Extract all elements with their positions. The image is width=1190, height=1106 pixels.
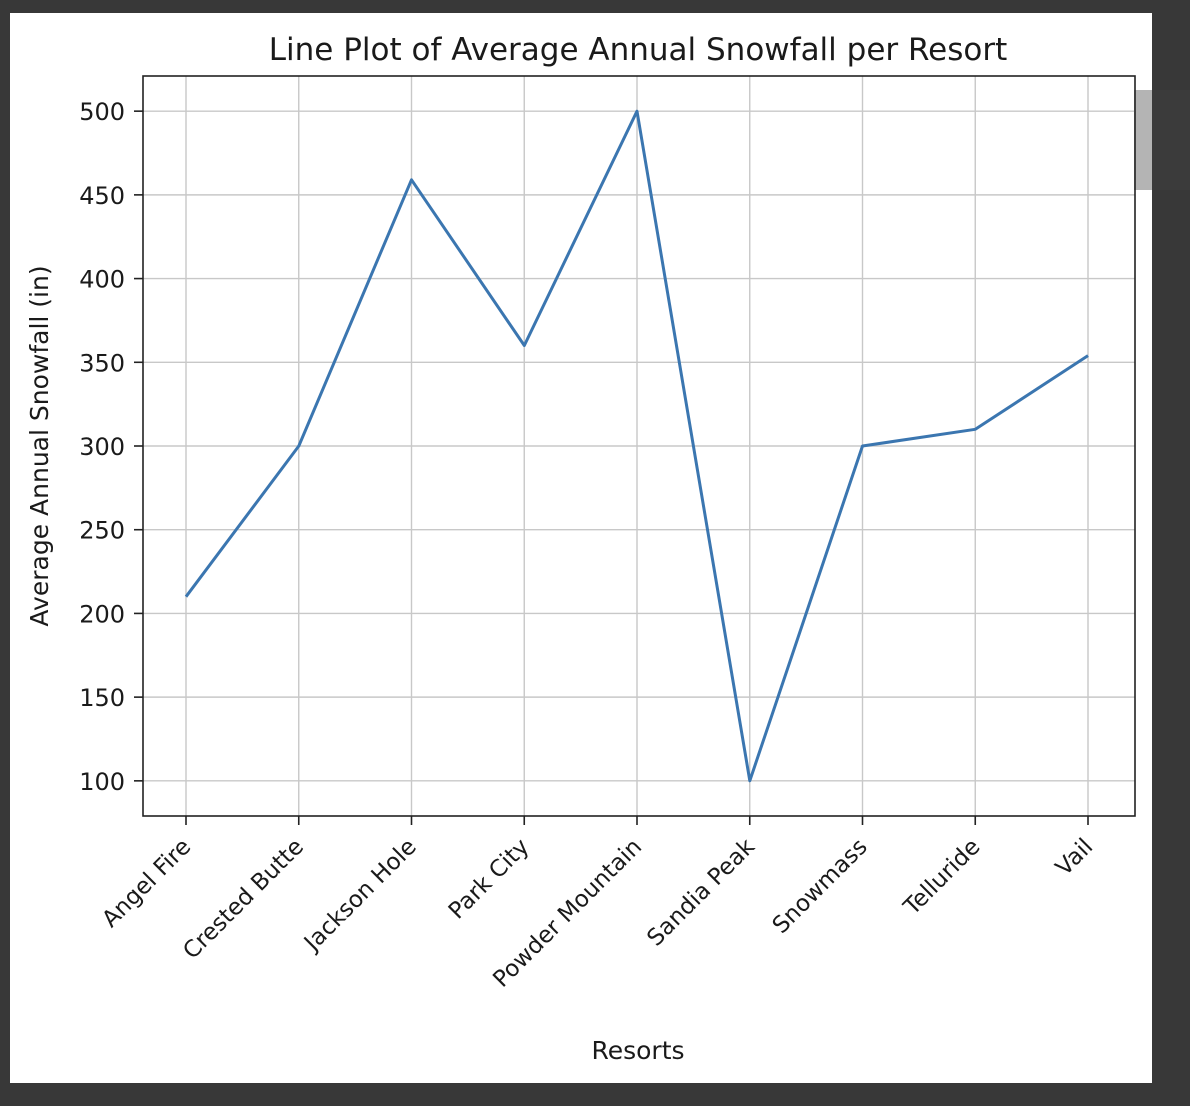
chart-title: Line Plot of Average Annual Snowfall per… bbox=[269, 32, 1007, 68]
series-group bbox=[184, 109, 1089, 783]
chart-canvas bbox=[10, 13, 1152, 1083]
x-tick-label: Vail bbox=[1051, 834, 1098, 881]
y-axis-label: Average Annual Snowfall (in) bbox=[25, 265, 54, 626]
y-tick-label: 450 bbox=[79, 182, 125, 210]
grid-lines bbox=[143, 76, 1135, 816]
x-tick-label: Park City bbox=[444, 834, 535, 925]
x-tick-label: Angel Fire bbox=[97, 834, 196, 933]
x-tick-label: Jackson Hole bbox=[298, 834, 422, 958]
axes bbox=[134, 75, 1136, 825]
y-tick-label: 300 bbox=[79, 433, 125, 461]
y-tick-label: 500 bbox=[79, 98, 125, 126]
plot-frame bbox=[142, 75, 1136, 817]
side-panel-inner bbox=[1152, 90, 1190, 190]
x-tick-label: Sandia Peak bbox=[642, 833, 760, 951]
x-tick-label: Snowmass bbox=[768, 834, 873, 939]
tick-labels: 100 150 200 250 300 350 400 450 500 Angel FireCre… bbox=[79, 98, 1098, 993]
x-axis-label: Resorts bbox=[591, 1036, 684, 1065]
y-tick-label: 150 bbox=[79, 684, 125, 712]
y-tick-label: 200 bbox=[79, 600, 125, 628]
y-tick-label: 250 bbox=[79, 517, 125, 545]
series-line bbox=[184, 109, 1089, 783]
y-tick-label: 100 bbox=[79, 768, 125, 796]
y-tick-label: 350 bbox=[79, 349, 125, 377]
x-tick-label: Crested Butte bbox=[178, 834, 309, 965]
y-tick-label: 400 bbox=[79, 266, 125, 294]
x-tick-label: Telluride bbox=[898, 834, 985, 921]
